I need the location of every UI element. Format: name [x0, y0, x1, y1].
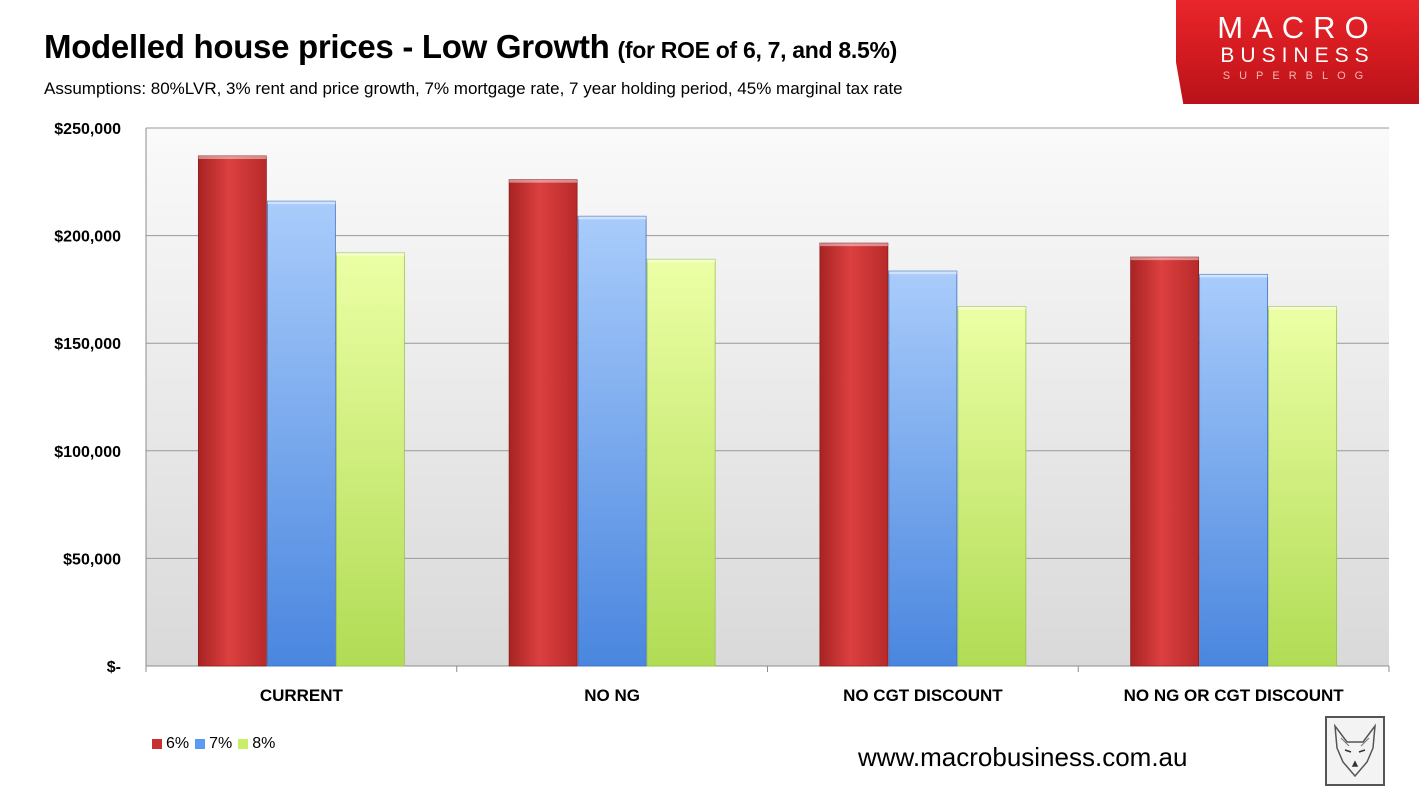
legend-item-6: 6% [152, 735, 189, 753]
x-axis-labels: CURRENT NO NG NO CGT DISCOUNT NO NG OR CGT … [260, 686, 1344, 705]
bar-7pct-1 [577, 215, 647, 667]
x-category-label: CURRENT [260, 686, 344, 705]
logo-line-macro: MACRO [1217, 10, 1378, 45]
bar-highlight [198, 155, 267, 159]
website-url: www.macrobusiness.com.au [858, 742, 1188, 772]
macrobusiness-logo: MACRO BUSINESS SUPERBLOG [1176, 0, 1419, 104]
title-main: Modelled house prices - Low Growth [44, 28, 610, 65]
x-category-label: NO NG [584, 686, 640, 705]
y-tick-label: $- [107, 659, 121, 676]
bar-highlight [819, 243, 888, 247]
bar-highlight [336, 252, 405, 256]
bar-6pct-0 [197, 155, 267, 667]
bar-7pct-0 [266, 200, 336, 667]
logo-line-superblog: SUPERBLOG [1222, 70, 1373, 82]
y-tick-label: $100,000 [54, 444, 121, 461]
bar-7pct-3 [1199, 273, 1269, 667]
bar-highlight [888, 271, 957, 275]
bar-highlight [509, 179, 578, 183]
bar-8pct-3 [1268, 306, 1338, 667]
bar-highlight [957, 306, 1026, 310]
bar-6pct-2 [819, 242, 889, 667]
bar-8pct-1 [646, 258, 716, 667]
bar-6pct-1 [508, 179, 578, 667]
x-category-label: NO CGT DISCOUNT [843, 686, 1003, 705]
bar-highlight [267, 201, 336, 205]
bar-highlight [1268, 306, 1337, 310]
legend-label-6: 6% [166, 735, 190, 752]
bar-8pct-2 [957, 306, 1027, 667]
y-tick-label: $250,000 [54, 121, 121, 138]
legend-swatch-6 [152, 739, 162, 749]
chart-title: Modelled house prices - Low Growth (for R… [44, 28, 897, 66]
bar-highlight [1199, 274, 1268, 278]
legend-swatch-8 [238, 739, 249, 749]
fox-drawing [1334, 723, 1376, 778]
title-subtitle: (for ROE of 6, 7, and 8.5%) [617, 37, 898, 63]
assumptions-text: Assumptions: 80%LVR, 3% rent and price g… [44, 79, 903, 98]
bar-6pct-3 [1130, 256, 1200, 667]
y-tick-label: $150,000 [54, 336, 121, 353]
y-tick-label: $200,000 [54, 229, 121, 246]
y-axis-tick-labels: $- $50,000 $100,000 $150,000 $200,000 $250,00… [54, 121, 121, 676]
legend-label-8: 8% [252, 735, 276, 752]
legend-label-7: 7% [209, 735, 233, 752]
x-category-label: NO NG OR CGT DISCOUNT [1124, 686, 1345, 705]
bar-highlight [1130, 257, 1199, 261]
bar-highlight [647, 259, 716, 263]
legend-swatch-7 [195, 739, 206, 749]
y-tick-label: $50,000 [63, 551, 121, 568]
bars [197, 155, 1338, 667]
legend-item-8: 8% [238, 735, 275, 753]
fox-logo-icon [1325, 716, 1385, 786]
bar-chart: $- $50,000 $100,000 $150,000 $200,000 $250,00… [54, 121, 1390, 705]
legend-item-7: 7% [195, 735, 232, 753]
bar-8pct-0 [335, 252, 405, 667]
bar-7pct-2 [888, 270, 958, 667]
legend: 6% 7% 8% [152, 735, 281, 753]
logo-line-business: BUSINESS [1220, 44, 1375, 67]
bar-highlight [578, 216, 647, 220]
